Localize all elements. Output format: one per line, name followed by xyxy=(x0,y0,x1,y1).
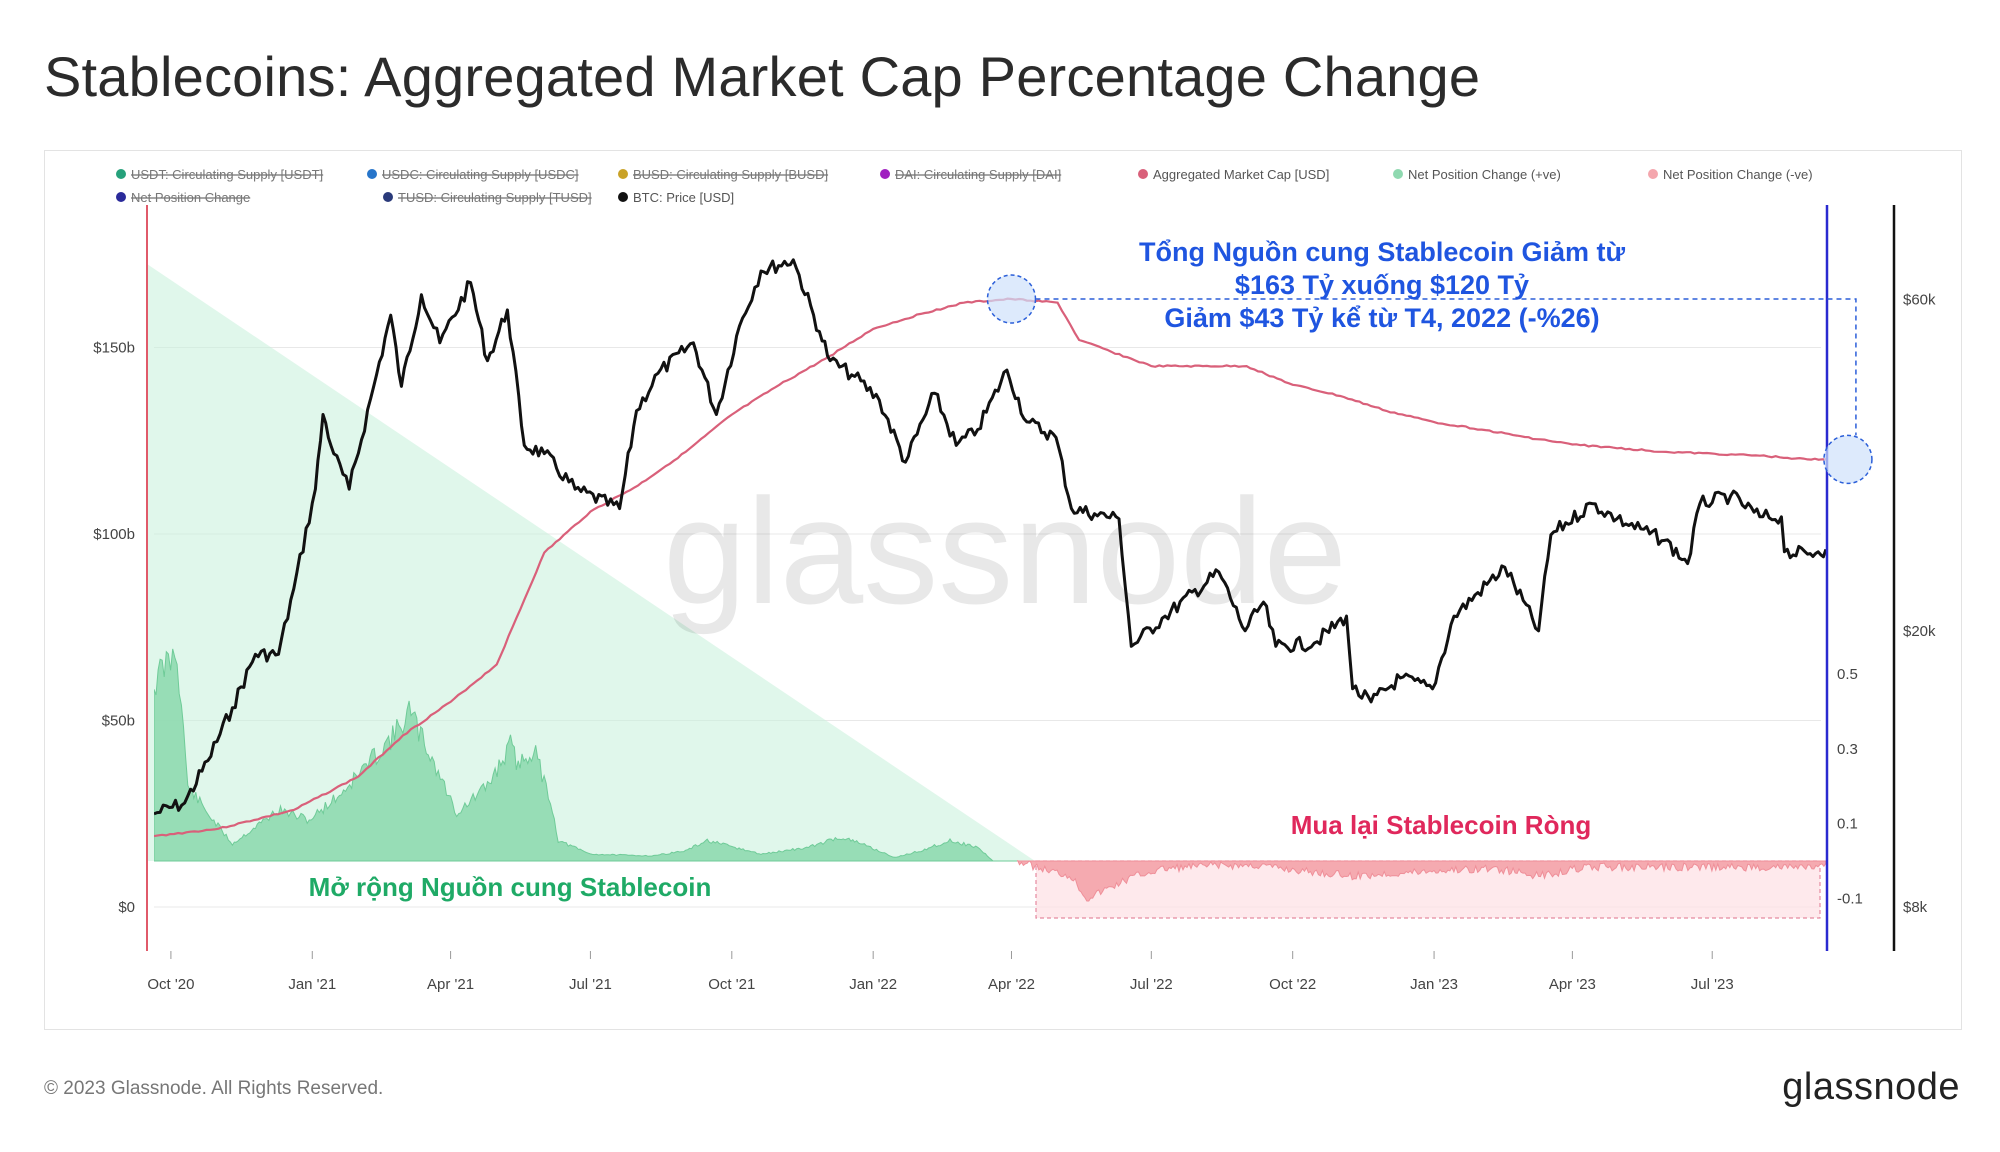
annotation-decline-line1: Tổng Nguồn cung Stablecoin Giảm từ xyxy=(1139,237,1625,267)
x-axis-tick-label: Jul '22 xyxy=(1130,976,1173,993)
left-axis-tick-label: $0 xyxy=(118,899,135,916)
legend-label-7: Net Position Change xyxy=(131,190,250,205)
legend-swatch-3 xyxy=(880,169,890,179)
x-axis-tick-label: Oct '22 xyxy=(1269,976,1316,993)
legend-swatch-2 xyxy=(618,169,628,179)
legend-swatch-1 xyxy=(367,169,377,179)
x-axis-tick-label: Apr '23 xyxy=(1549,976,1596,993)
legend-label-4: Aggregated Market Cap [USD] xyxy=(1153,167,1329,182)
legend-swatch-9 xyxy=(618,192,628,202)
left-axis-tick-label: $100b xyxy=(93,526,135,543)
highlight-group xyxy=(986,274,1873,485)
mid-axis-tick-label: 0.5 xyxy=(1837,666,1858,683)
left-axis-tick-label: $150b xyxy=(93,340,135,357)
peak-to-current-guide xyxy=(1035,298,1857,436)
legend-label-6: Net Position Change (-ve) xyxy=(1663,167,1813,182)
legend-swatch-7 xyxy=(116,192,126,202)
legend-label-8: TUSD: Circulating Supply [TUSD] xyxy=(398,190,592,205)
x-axis-tick-label: Oct '21 xyxy=(708,976,755,993)
x-axis-tick-label: Oct '20 xyxy=(147,976,194,993)
mid-axis-tick-label: 0.1 xyxy=(1837,816,1858,833)
chart-svg: USDT: Circulating Supply [USDT] USDC: Cir… xyxy=(93,167,1936,993)
legend-swatch-5 xyxy=(1393,169,1403,179)
legend: USDT: Circulating Supply [USDT] USDC: Cir… xyxy=(116,167,1813,205)
legend-label-2: BUSD: Circulating Supply [BUSD] xyxy=(633,167,828,182)
annotation-decline-line3: Giảm $43 Tỷ kể từ T4, 2022 (-%26) xyxy=(1164,303,1599,333)
legend-swatch-0 xyxy=(116,169,126,179)
legend-label-9: BTC: Price [USD] xyxy=(633,190,734,205)
right-axis-tick-label: $20k xyxy=(1903,623,1936,640)
x-axis-tick-label: Jan '22 xyxy=(849,976,897,993)
x-axis-tick-label: Apr '21 xyxy=(427,976,474,993)
annotation-buyback: Mua lại Stablecoin Ròng xyxy=(1291,810,1591,840)
annotation-decline-line2: $163 Tỷ xuống $120 Tỷ xyxy=(1235,270,1529,300)
net-position-negative-area xyxy=(1017,860,1827,902)
page-title: Stablecoins: Aggregated Market Cap Perce… xyxy=(44,45,1481,108)
legend-label-0: USDT: Circulating Supply [USDT] xyxy=(131,167,323,182)
axes: $0 $50b $100b $150b -0.1 0.1 0.3 0.5 $8k $20k $60k… xyxy=(93,292,1936,993)
x-axis-tick-label: Jan '21 xyxy=(288,976,336,993)
copyright-text: © 2023 Glassnode. All Rights Reserved. xyxy=(44,1078,384,1099)
left-axis-tick-label: $50b xyxy=(102,713,135,730)
legend-swatch-8 xyxy=(383,192,393,202)
legend-swatch-6 xyxy=(1648,169,1658,179)
btc-price-line xyxy=(154,258,1828,816)
right-axis-tick-label: $60k xyxy=(1903,292,1936,309)
watermark: glassnode xyxy=(663,467,1347,635)
net-position-positive-area xyxy=(154,648,1018,862)
x-axis-tick-label: Jul '23 xyxy=(1691,976,1734,993)
x-axis-tick-label: Jan '23 xyxy=(1410,976,1458,993)
mid-axis-tick-label: 0.3 xyxy=(1837,741,1858,758)
mid-axis-tick-label: -0.1 xyxy=(1837,890,1863,907)
right-axis-tick-label: $8k xyxy=(1903,899,1928,916)
peak-marker xyxy=(986,274,1037,324)
legend-swatch-4 xyxy=(1138,169,1148,179)
glassnode-logo: glassnode xyxy=(1782,1066,1960,1108)
x-axis-tick-label: Jul '21 xyxy=(569,976,612,993)
legend-label-1: USDC: Circulating Supply [USDC] xyxy=(382,167,579,182)
annotation-expansion: Mở rộng Nguồn cung Stablecoin xyxy=(309,872,712,902)
x-axis-tick-label: Apr '22 xyxy=(988,976,1035,993)
current-marker xyxy=(1823,434,1873,485)
legend-label-3: DAI: Circulating Supply [DAI] xyxy=(895,167,1061,182)
legend-label-5: Net Position Change (+ve) xyxy=(1408,167,1561,182)
chart-frame: USDT: Circulating Supply [USDT] USDC: Cir… xyxy=(44,150,1962,1030)
expansion-triangle xyxy=(147,264,1035,861)
